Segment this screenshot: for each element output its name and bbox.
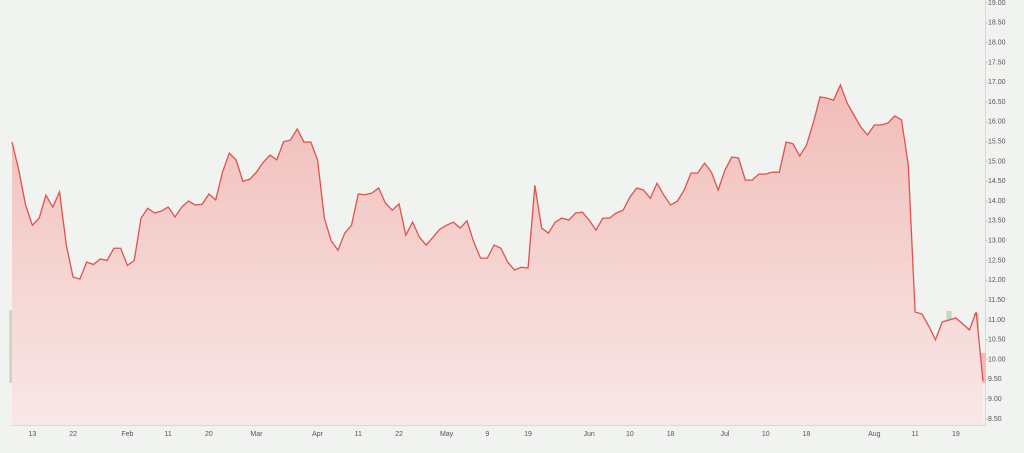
y-tick-label: 17.50 — [988, 59, 1006, 66]
x-tick-label: Feb — [121, 431, 133, 438]
y-tick-label: 10.00 — [988, 356, 1006, 363]
x-tick-label: 9 — [485, 431, 489, 438]
price-area — [12, 85, 983, 425]
y-tick-label: 13.00 — [988, 238, 1006, 245]
y-tick-label: 11.50 — [988, 297, 1005, 304]
x-tick-label: 19 — [524, 431, 532, 438]
y-tick-label: 9.50 — [988, 376, 1002, 383]
volume-bar — [980, 353, 986, 383]
y-tick-label: 18.00 — [988, 39, 1006, 46]
x-tick-label: Aug — [868, 431, 881, 438]
y-tick-label: 14.50 — [988, 178, 1006, 185]
x-tick-label: May — [440, 431, 454, 438]
price-line — [11, 83, 984, 382]
x-tick-label: 22 — [69, 431, 77, 438]
x-tick-label: Jul — [720, 431, 729, 438]
x-tick-label: Mar — [250, 431, 263, 438]
x-tick-label: 11 — [911, 431, 918, 438]
y-tick-label: 15.50 — [988, 139, 1006, 146]
y-tick-label: 16.50 — [988, 99, 1006, 106]
x-tick-label: 18 — [803, 431, 811, 438]
x-tick-label: Apr — [312, 431, 324, 438]
x-tick-label: 22 — [395, 431, 403, 438]
y-tick-label: 11.00 — [988, 317, 1005, 324]
y-tick-label: 14.00 — [988, 198, 1006, 205]
x-tick-label: 10 — [626, 431, 634, 438]
y-tick-label: 12.00 — [988, 277, 1006, 284]
x-tick-label: 11 — [165, 431, 172, 438]
y-tick-label: 9.00 — [988, 396, 1002, 403]
x-tick-label: 13 — [28, 431, 36, 438]
y-tick-label: 12.50 — [988, 257, 1006, 264]
x-tick-label: 11 — [355, 431, 362, 438]
y-tick-label: 10.50 — [988, 337, 1006, 344]
x-tick-label: 20 — [205, 431, 213, 438]
y-tick-label: 8.50 — [988, 416, 1002, 423]
x-tick-label: 10 — [762, 431, 770, 438]
x-tick-label: 18 — [667, 431, 675, 438]
y-tick-label: 17.00 — [988, 79, 1006, 86]
y-tick-label: 13.50 — [988, 218, 1006, 225]
y-tick-label: 18.50 — [988, 20, 1006, 27]
y-tick-label: 19.00 — [988, 0, 1006, 7]
y-tick-label: 15.00 — [988, 158, 1006, 165]
x-tick-label: 19 — [952, 431, 960, 438]
x-tick-label: Jun — [584, 431, 595, 438]
y-tick-label: 16.00 — [988, 119, 1006, 126]
